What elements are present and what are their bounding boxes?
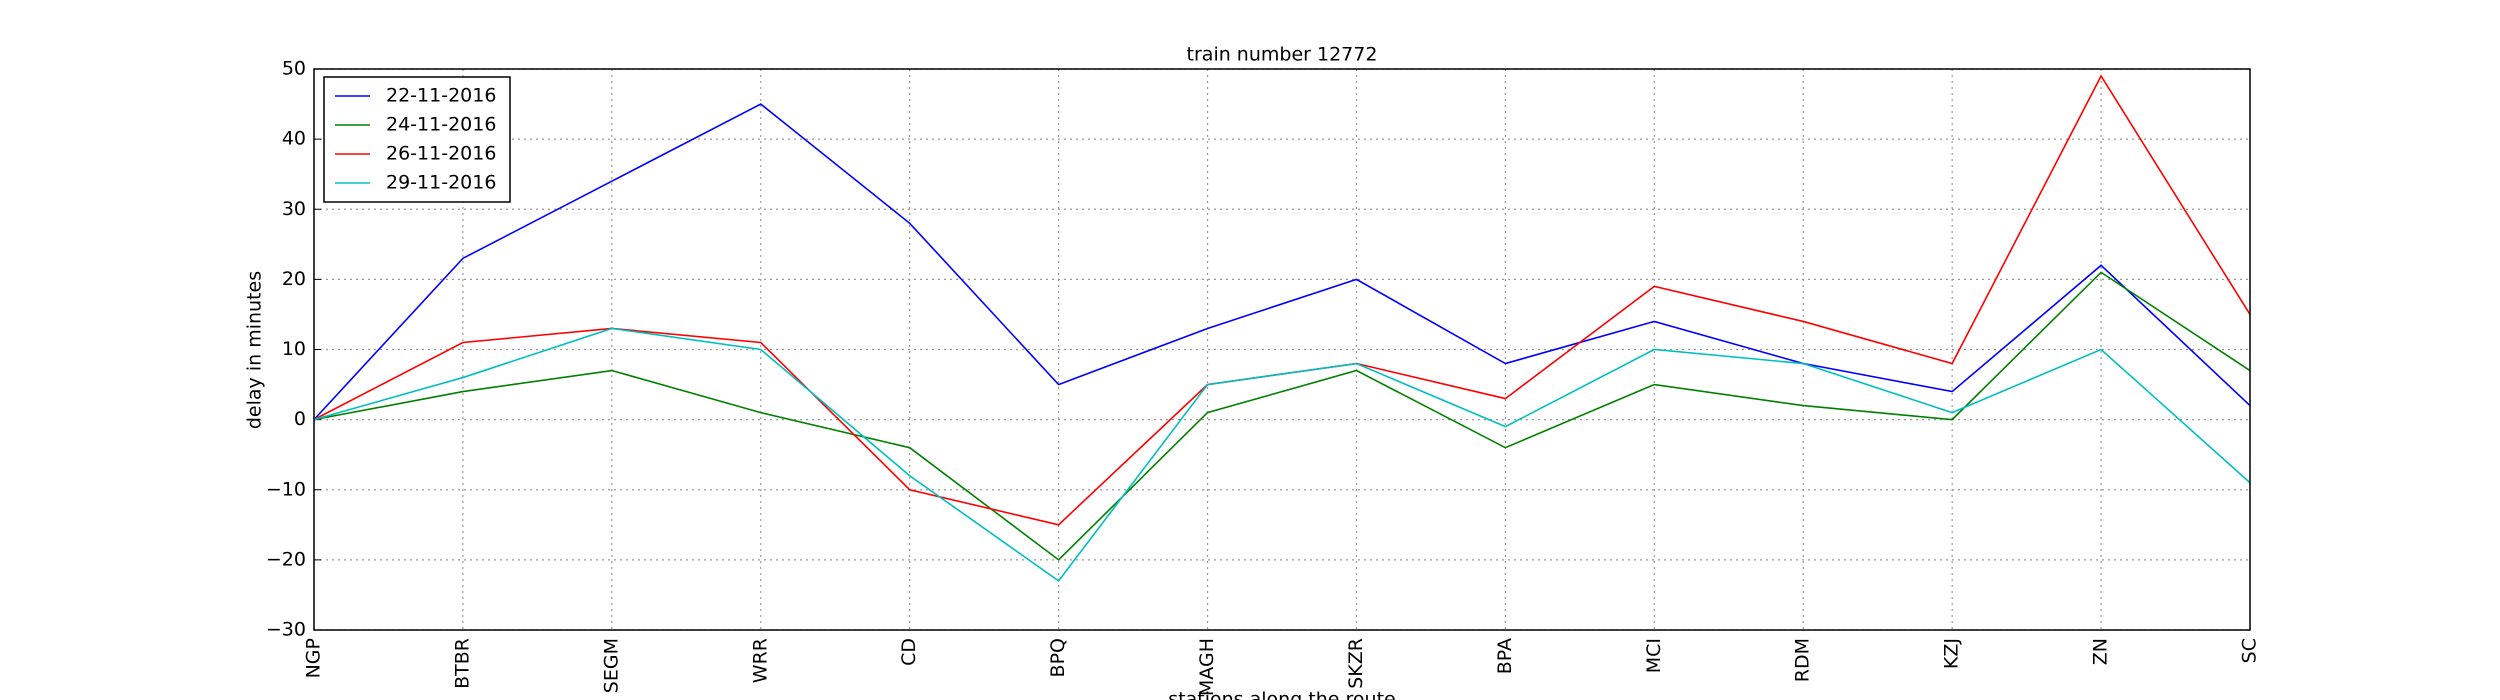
y-tick-label: 40 (282, 128, 306, 150)
series-line (313, 103, 2251, 421)
chart-title: train number 12772 (1187, 44, 1378, 66)
x-axis-label: stations along the route (1168, 689, 1395, 700)
legend-label: 26-11-2016 (386, 143, 496, 165)
x-tick-label: BPQ (1047, 638, 1069, 677)
y-tick-label: 10 (282, 338, 306, 360)
legend-label: 22-11-2016 (386, 85, 496, 107)
y-tick-label: −10 (266, 478, 306, 500)
series-line (313, 271, 2251, 561)
x-tick-label: WRR (749, 638, 771, 683)
x-tick-label: SC (2239, 638, 2261, 663)
y-tick-label: 50 (282, 58, 306, 80)
y-tick-label: 20 (282, 268, 306, 290)
series-line (313, 74, 2251, 526)
x-tick-label: SEGM (600, 638, 622, 693)
y-tick-label: 30 (282, 198, 306, 220)
x-tick-label: CD (898, 638, 920, 666)
x-tick-label: NGP (303, 638, 325, 678)
x-tick-label: MAGH (1196, 638, 1218, 696)
x-tick-label: MCI (1643, 638, 1665, 673)
y-tick-label: 0 (294, 408, 306, 430)
x-tick-label: RDM (1792, 638, 1814, 682)
legend-label: 29-11-2016 (386, 172, 496, 194)
plot-frame (313, 68, 2251, 631)
y-tick-label: −20 (266, 548, 306, 570)
y-axis-label: delay in minutes (244, 271, 266, 429)
x-tick-label: ZN (2090, 638, 2112, 665)
x-tick-label: SKZR (1345, 638, 1367, 689)
x-tick-label: BTBR (451, 638, 473, 689)
series-line (313, 327, 2251, 583)
y-tick-label: −30 (266, 619, 306, 641)
x-tick-label: KZJ (1941, 638, 1963, 669)
legend-box (323, 76, 511, 203)
legend-label: 24-11-2016 (386, 114, 496, 136)
x-tick-label: BPA (1494, 638, 1516, 674)
